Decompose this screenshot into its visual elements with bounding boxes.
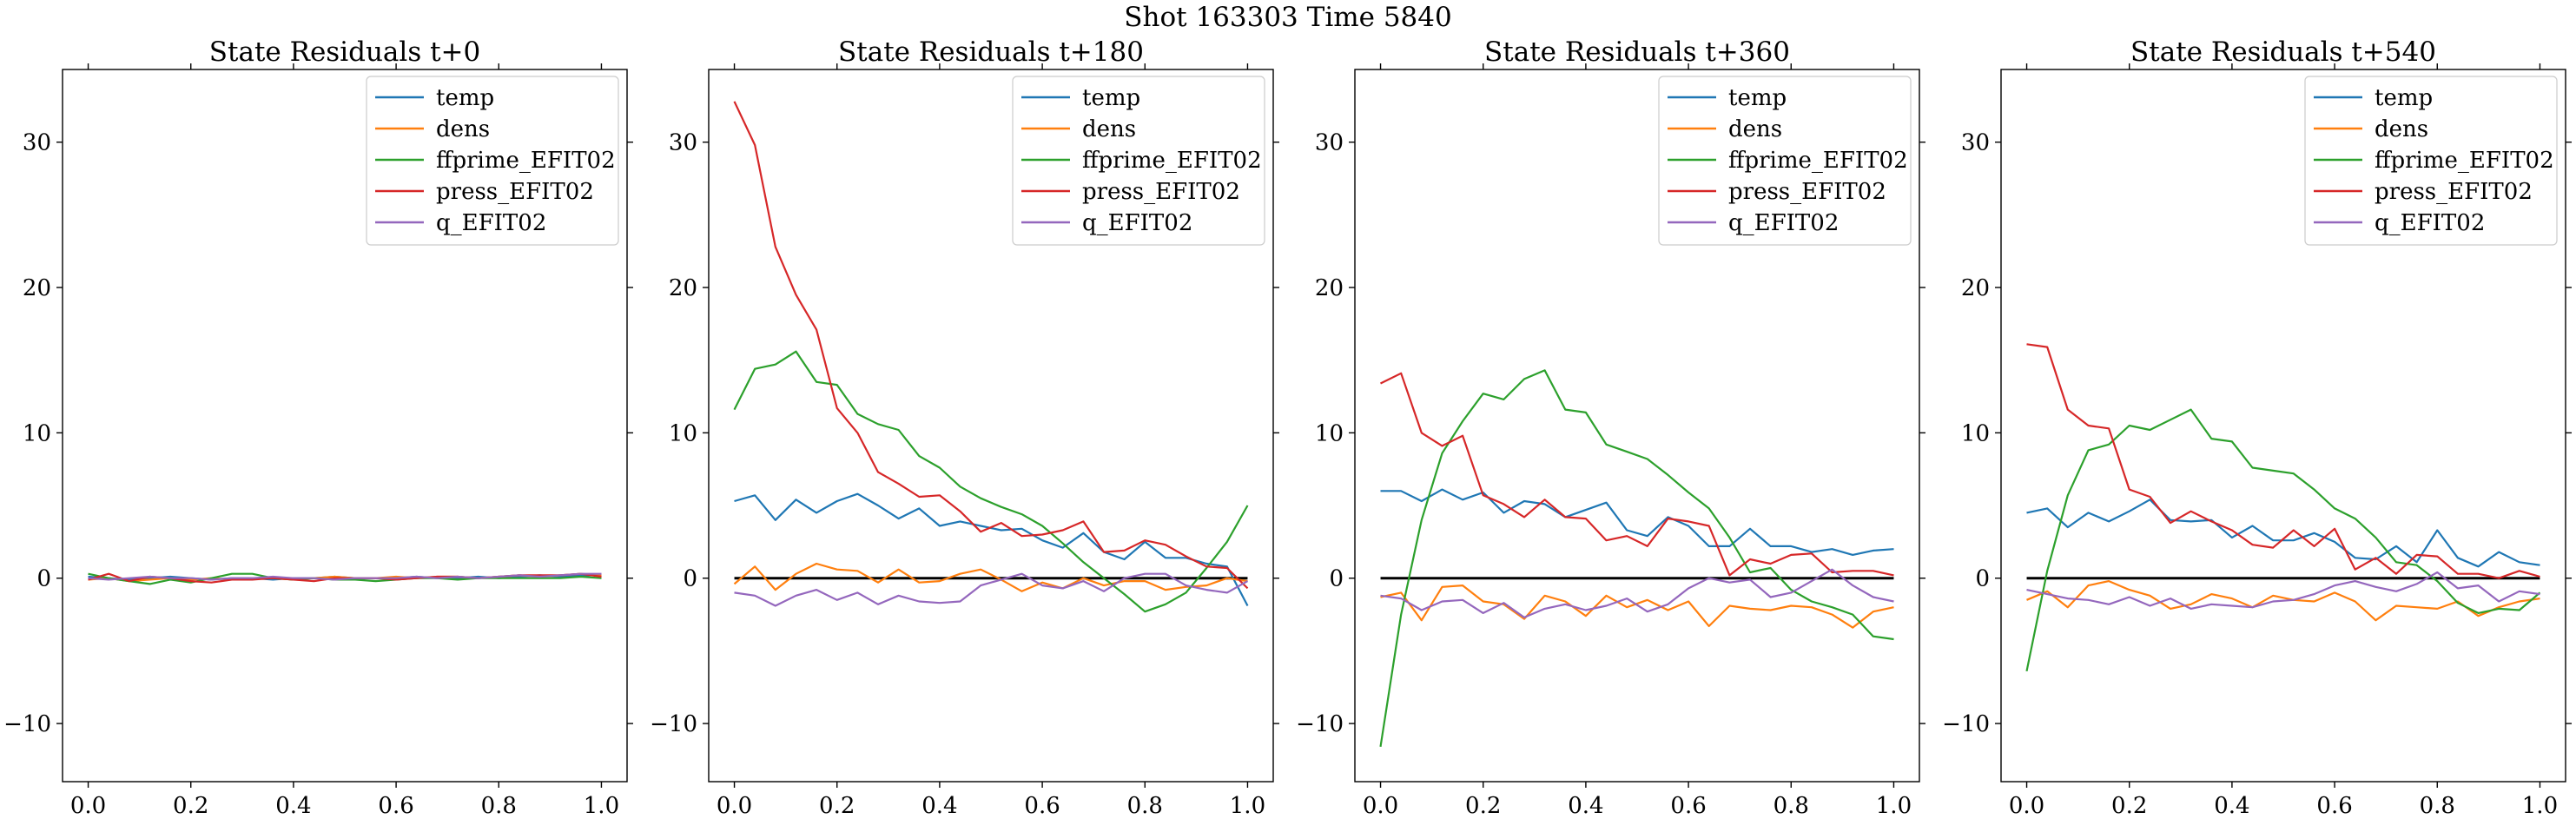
figure-title: Shot 163303 Time 5840 xyxy=(1124,2,1452,33)
legend-box xyxy=(1658,76,1912,246)
plot-frame xyxy=(1354,69,1920,783)
plot-frame xyxy=(708,69,1274,783)
legend-label: temp xyxy=(1082,85,1140,111)
legend-label: press_EFIT02 xyxy=(436,179,594,205)
panel-title: State Residuals t+180 xyxy=(838,36,1144,68)
x-tick-label: 0.8 xyxy=(1773,793,1809,819)
plot-frame xyxy=(62,69,628,783)
panel-title: State Residuals t+0 xyxy=(209,36,480,68)
legend-box xyxy=(2304,76,2558,246)
legend-label: ffprime_EFIT02 xyxy=(1728,148,1908,174)
series-line-press_EFIT02 xyxy=(1380,372,1894,577)
y-tick-label: 20 xyxy=(669,275,697,301)
legend-label: dens xyxy=(1082,116,1136,142)
x-tick-label: 0.2 xyxy=(819,793,855,819)
x-tick-label: 1.0 xyxy=(1876,793,1912,819)
series-line-q_EFIT02 xyxy=(734,572,1249,607)
x-tick-label: 0.6 xyxy=(2316,793,2352,819)
chart-panel-0: State Residuals t+0 0.0 0.2 0.4 0.6 0.8 1.0 −10… xyxy=(3,36,633,819)
x-tick-label: 0.6 xyxy=(378,793,413,819)
chart-panel-2: State Residuals t+360 0.0 0.2 0.4 0.6 0.8 1.0 −… xyxy=(1296,36,1925,819)
x-tick-label: 0.0 xyxy=(1363,793,1398,819)
y-tick-label: 0 xyxy=(36,566,51,592)
legend-label: q_EFIT02 xyxy=(2375,210,2485,236)
y-tick-label: 10 xyxy=(669,420,697,446)
series-line-temp xyxy=(1380,488,1894,557)
series-line-q_EFIT02 xyxy=(2026,571,2540,611)
x-tick-label: 0.8 xyxy=(1127,793,1163,819)
x-tick-label: 0.0 xyxy=(2009,793,2044,819)
legend-label: ffprime_EFIT02 xyxy=(2375,148,2554,174)
legend-label: dens xyxy=(2375,116,2428,142)
series-line-dens xyxy=(733,562,1248,592)
y-tick-label: −10 xyxy=(650,711,697,737)
x-tick-label: 0.0 xyxy=(70,793,106,819)
y-tick-label: 30 xyxy=(1315,130,1344,156)
y-tick-label: 20 xyxy=(23,275,51,301)
y-tick-label: 0 xyxy=(1329,566,1344,592)
x-tick-label: 1.0 xyxy=(1230,793,1265,819)
chart-panel-1: State Residuals t+180 0.0 0.2 0.4 0.6 0.8 1.0 −… xyxy=(650,36,1279,819)
y-tick-label: 30 xyxy=(669,130,697,156)
x-tick-label: 1.0 xyxy=(584,793,619,819)
y-tick-label: 20 xyxy=(1315,275,1344,301)
series-line-temp xyxy=(2026,499,2540,568)
x-tick-label: 0.2 xyxy=(173,793,208,819)
legend-box xyxy=(366,76,619,246)
legend-label: temp xyxy=(1728,85,1787,111)
panel-title: State Residuals t+360 xyxy=(1484,36,1790,68)
y-tick-label: 10 xyxy=(1961,420,1990,446)
x-tick-label: 1.0 xyxy=(2522,793,2558,819)
x-tick-label: 0.6 xyxy=(1670,793,1706,819)
series-line-ffprime_EFIT02 xyxy=(1379,369,1894,747)
y-tick-label: 0 xyxy=(1975,566,1990,592)
x-tick-label: 0.2 xyxy=(2111,793,2147,819)
series-line-q_EFIT02 xyxy=(88,572,602,581)
series-line-press_EFIT02 xyxy=(733,101,1249,590)
legend-label: press_EFIT02 xyxy=(2375,179,2533,205)
y-tick-label: 30 xyxy=(1961,130,1990,156)
y-tick-label: 10 xyxy=(23,420,51,446)
x-tick-label: 0.8 xyxy=(2420,793,2455,819)
chart-panel-3: State Residuals t+540 0.0 0.2 0.4 0.6 0.8 1.0 −… xyxy=(1942,36,2572,819)
series-line-dens xyxy=(2026,579,2540,622)
series-line-dens xyxy=(1380,584,1894,629)
legend-label: ffprime_EFIT02 xyxy=(1082,148,1262,174)
legend-label: ffprime_EFIT02 xyxy=(436,148,616,174)
y-tick-label: 10 xyxy=(1315,420,1344,446)
y-tick-label: 20 xyxy=(1961,275,1990,301)
series-line-q_EFIT02 xyxy=(1380,568,1894,619)
legend-label: temp xyxy=(2375,85,2433,111)
x-tick-label: 0.4 xyxy=(1568,793,1603,819)
panel-title: State Residuals t+540 xyxy=(2130,36,2436,68)
legend-label: dens xyxy=(436,116,490,142)
y-tick-label: 0 xyxy=(683,566,697,592)
legend-label: press_EFIT02 xyxy=(1082,179,1240,205)
x-tick-label: 0.4 xyxy=(921,793,957,819)
plot-frame xyxy=(2000,69,2566,783)
y-tick-label: −10 xyxy=(1942,711,1990,737)
x-tick-label: 0.4 xyxy=(275,793,311,819)
x-tick-label: 0.8 xyxy=(481,793,517,819)
legend-label: temp xyxy=(436,85,494,111)
series-line-press_EFIT02 xyxy=(2026,343,2540,579)
legend-box xyxy=(1012,76,1265,246)
x-tick-label: 0.4 xyxy=(2214,793,2249,819)
y-tick-label: −10 xyxy=(1296,711,1344,737)
y-tick-label: 30 xyxy=(23,130,51,156)
y-tick-label: −10 xyxy=(3,711,51,737)
legend-label: press_EFIT02 xyxy=(1728,179,1886,205)
legend-label: q_EFIT02 xyxy=(436,210,546,236)
x-tick-label: 0.2 xyxy=(1465,793,1501,819)
legend-label: q_EFIT02 xyxy=(1728,210,1839,236)
legend-label: q_EFIT02 xyxy=(1082,210,1192,236)
x-tick-label: 0.0 xyxy=(717,793,752,819)
series-line-ffprime_EFIT02 xyxy=(733,350,1249,613)
x-tick-label: 0.6 xyxy=(1024,793,1060,819)
legend-label: dens xyxy=(1728,116,1782,142)
